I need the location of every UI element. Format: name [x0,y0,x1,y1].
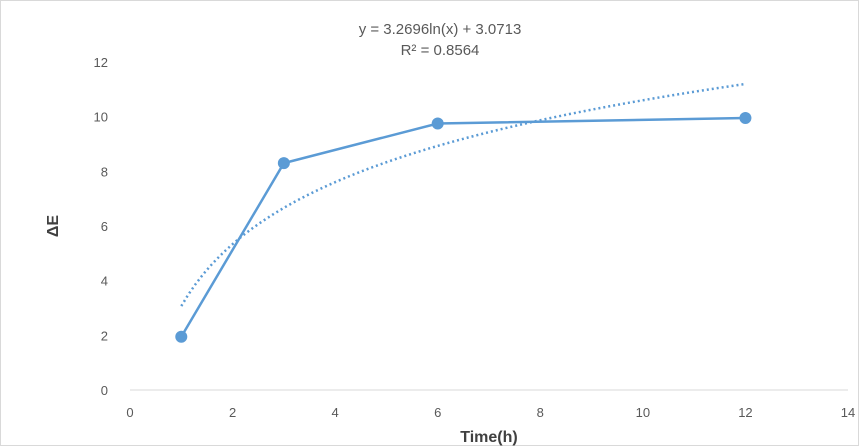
y-axis-title: ΔE [45,215,62,238]
y-tick-label: 0 [101,383,108,398]
y-tick-label: 8 [101,164,108,179]
x-tick-label: 12 [738,405,752,420]
trendline-equation-label: R² = 0.8564 [401,42,480,59]
x-tick-label: 0 [126,405,133,420]
y-tick-label: 10 [94,110,108,125]
y-tick-label: 4 [101,274,108,289]
labels-group: 0 2 4 6 8 10 12 14 0 2 4 6 8 10 12 Time(h) ΔE y = 3.2696l… [45,21,855,446]
x-tick-label: 4 [332,405,339,420]
data-point [175,330,188,343]
x-tick-label: 14 [841,405,855,420]
data-point [431,117,444,130]
trendline-equation-label: y = 3.2696ln(x) + 3.0713 [359,21,522,38]
x-tick-label: 6 [434,405,441,420]
trendline [180,82,746,307]
trendline-group [180,82,746,307]
series-line [180,116,746,338]
data-point [739,112,752,125]
data-point [277,157,290,170]
y-tick-label: 2 [101,328,108,343]
x-tick-label: 8 [537,405,544,420]
y-tick-label: 6 [101,219,108,234]
series-group [175,112,752,343]
x-axis-title: Time(h) [460,429,517,446]
y-tick-label: 12 [94,55,108,70]
x-tick-label: 10 [636,405,650,420]
x-tick-label: 2 [229,405,236,420]
